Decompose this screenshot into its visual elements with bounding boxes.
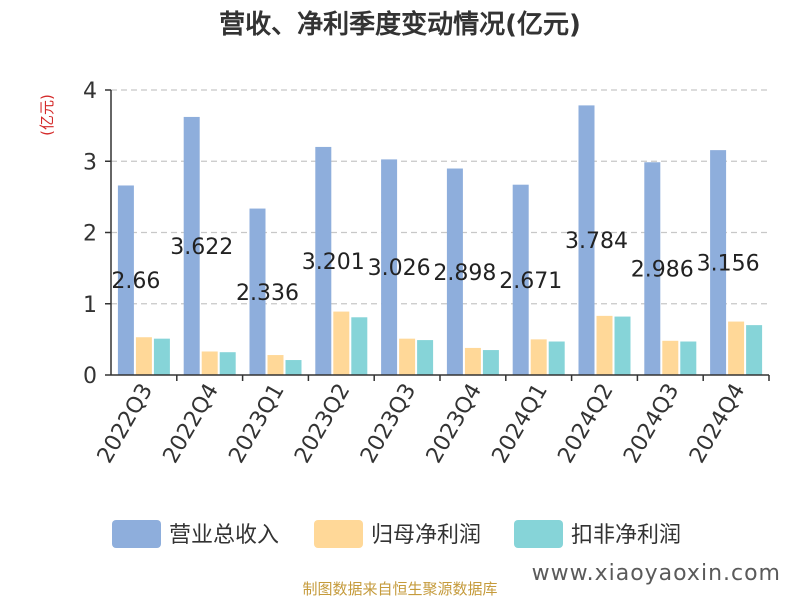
legend-swatch-0 (112, 520, 161, 548)
bar-2023Q2-s1 (333, 311, 350, 375)
x-tick-label: 2024Q1 (488, 380, 553, 468)
bars (117, 105, 763, 376)
bar-2023Q4-s2 (482, 350, 499, 375)
legend-swatch-2 (514, 520, 563, 548)
bar-2024Q4-s0 (710, 150, 727, 375)
x-tick-label: 2023Q1 (224, 380, 289, 468)
bar-2024Q4-s1 (728, 321, 745, 375)
data-label: 3.201 (302, 250, 365, 275)
bar-2022Q3-s0 (117, 185, 134, 375)
data-label: 2.671 (499, 269, 562, 294)
y-tick-label: 1 (83, 293, 97, 318)
bar-2024Q1-s0 (512, 184, 529, 375)
y-tick-label: 2 (83, 222, 97, 247)
bar-2024Q2-s2 (614, 316, 631, 375)
y-tick-label: 3 (83, 150, 97, 175)
x-tick-label: 2023Q3 (356, 380, 421, 468)
bar-2023Q1-s2 (285, 360, 302, 375)
bar-2023Q3-s1 (399, 338, 416, 375)
bar-2022Q4-s2 (219, 352, 236, 375)
bar-2023Q1-s1 (267, 355, 284, 375)
y-axis-unit-label: (亿元) (38, 94, 56, 136)
bar-2023Q2-s0 (315, 146, 332, 375)
legend-label-1: 归母净利润 (371, 523, 481, 548)
bar-2023Q4-s1 (464, 347, 481, 375)
bar-2022Q4-s0 (183, 116, 200, 376)
x-tick-label: 2023Q4 (422, 380, 487, 468)
data-label: 2.898 (433, 261, 496, 286)
bar-2023Q1-s0 (249, 208, 266, 375)
x-tick-label: 2024Q2 (553, 380, 618, 468)
data-label: 3.026 (368, 256, 431, 281)
data-label: 2.986 (631, 258, 694, 283)
x-tick-label: 2023Q2 (290, 380, 355, 468)
data-label: 3.622 (170, 235, 233, 260)
bar-2022Q3-s2 (153, 338, 170, 375)
bar-2024Q3-s0 (644, 162, 661, 375)
y-tick-label: 4 (83, 79, 97, 104)
data-label: 2.66 (111, 269, 160, 294)
bar-2022Q3-s1 (135, 337, 152, 375)
bar-2023Q2-s2 (351, 317, 368, 375)
bar-2024Q2-s0 (578, 105, 595, 375)
x-tick-label: 2024Q4 (685, 380, 750, 468)
x-tick-label: 2022Q3 (93, 380, 158, 468)
watermark-text: www.xiaoyaoxin.com (532, 561, 781, 586)
legend-label-2: 扣非净利润 (571, 523, 681, 548)
bar-2022Q4-s1 (201, 351, 218, 375)
bar-2024Q2-s1 (596, 315, 613, 375)
bar-2024Q3-s1 (662, 340, 679, 375)
source-note: 制图数据来自恒生聚源数据库 (302, 580, 497, 598)
bar-2024Q1-s2 (548, 341, 565, 375)
bar-2024Q4-s2 (746, 325, 763, 375)
data-label: 3.784 (565, 229, 628, 254)
bar-2023Q3-s2 (417, 340, 434, 375)
bar-2023Q4-s0 (446, 168, 463, 375)
bar-2024Q1-s1 (530, 339, 547, 375)
data-label: 3.156 (697, 252, 760, 277)
x-tick-label: 2024Q3 (619, 380, 684, 468)
legend-swatch-1 (314, 520, 363, 548)
data-label: 2.336 (236, 281, 299, 306)
x-tick-label: 2022Q4 (159, 380, 224, 468)
legend: 营业总收入 归母净利润 扣非净利润 (112, 520, 681, 548)
chart-title: 营收、净利季度变动情况(亿元) (219, 9, 581, 40)
legend-label-0: 营业总收入 (169, 523, 279, 548)
bar-2023Q3-s0 (381, 159, 398, 375)
bar-2024Q3-s2 (680, 341, 697, 375)
y-tick-label: 0 (83, 364, 97, 389)
